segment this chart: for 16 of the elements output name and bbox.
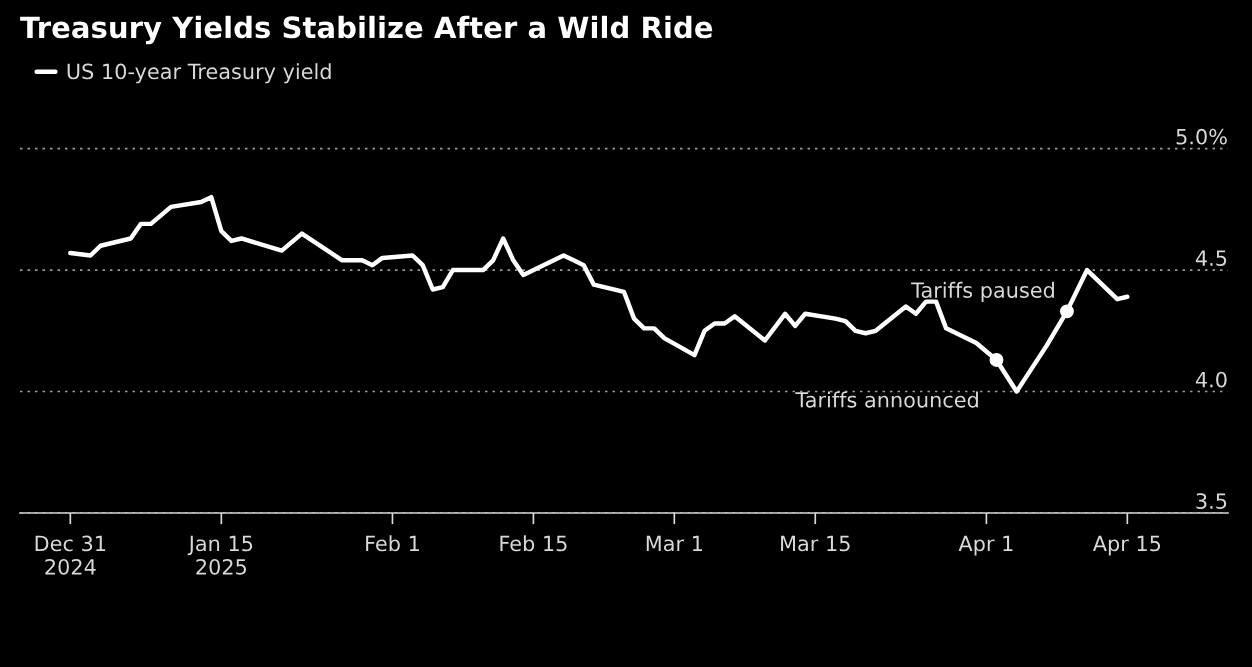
x-tick-label: Mar 15 (781, 535, 850, 552)
annotation: Tariffs paused (911, 281, 1054, 302)
x-tick-label: Jan 15 2025 (187, 535, 253, 575)
x-tick-label: Feb 1 (366, 535, 419, 552)
x-tick-label: Feb 15 (500, 535, 567, 552)
x-tick-label: Mar 1 (646, 535, 702, 552)
x-tick-label: Dec 31 2024 (35, 535, 106, 575)
x-tick-label: Apr 1 (958, 535, 1013, 556)
legend-label: US 10-year Treasury yield (67, 63, 331, 84)
chart-title: Treasury Yields Stabilize After a Wild Ride (20, 15, 713, 45)
y-tick-label: 3.5 (1196, 493, 1227, 509)
y-tick-label: 5.0% (1176, 128, 1227, 145)
annotation: Tariffs announced (795, 391, 978, 408)
y-tick-label: 4.0 (1195, 371, 1227, 388)
x-tick-label: Apr 15 (1092, 535, 1161, 556)
y-tick-label: 4.5 (1195, 250, 1227, 267)
